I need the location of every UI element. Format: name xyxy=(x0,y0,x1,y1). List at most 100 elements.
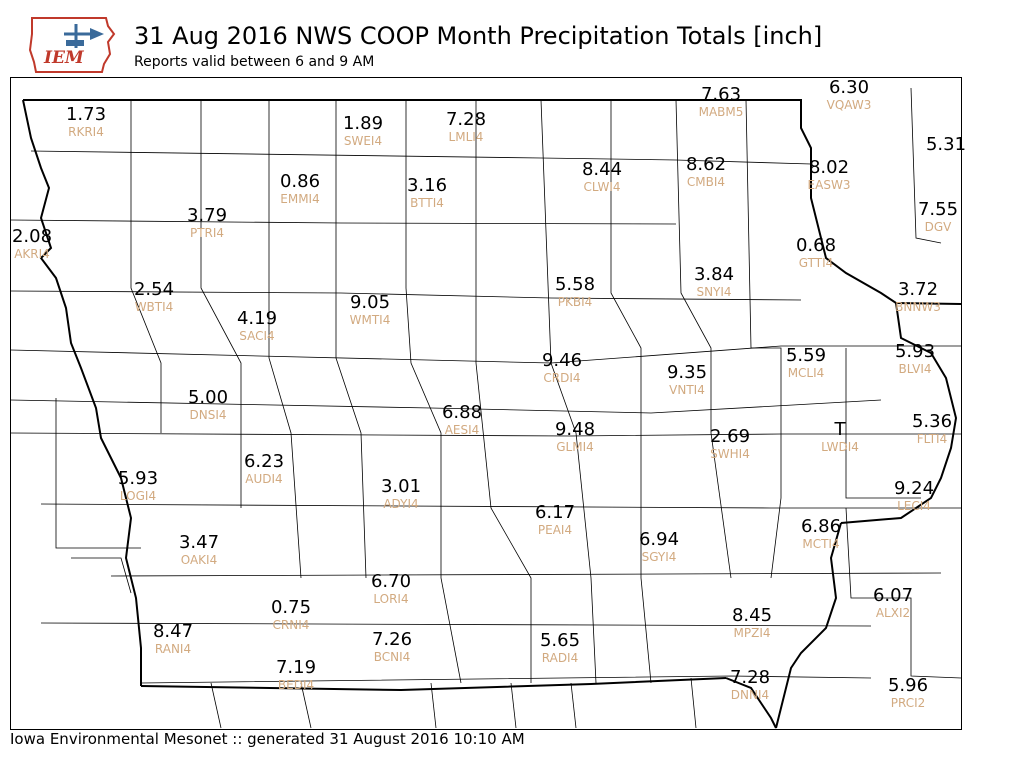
station-value: 1.73 xyxy=(65,104,107,125)
station-swhi4: 2.69 SWHI4 xyxy=(709,426,751,462)
station-id: CMBI4 xyxy=(686,175,726,189)
station-value: 5.93 xyxy=(117,468,159,489)
station-mcti4: 6.86 MCTI4 xyxy=(801,517,841,552)
station-value: 6.17 xyxy=(534,502,576,523)
station-id: CLWI4 xyxy=(583,180,621,194)
station-id: DNNI4 xyxy=(730,688,770,702)
station-wbti4: 2.54 WBTI4 xyxy=(133,279,175,315)
station-value: 7.28 xyxy=(729,667,771,688)
station-value: 2.08 xyxy=(11,226,53,247)
station-id: SNYI4 xyxy=(696,285,732,299)
station-value: 9.35 xyxy=(666,362,708,383)
station-id: CRDI4 xyxy=(543,371,581,385)
station-value: 5.00 xyxy=(187,387,229,408)
station-id: DGV xyxy=(924,220,952,234)
station-id: GTTI4 xyxy=(798,256,834,270)
station-rkri4: 1.73 RKRI4 xyxy=(65,104,107,140)
station-id: BNNW3 xyxy=(895,300,941,314)
station-value: 2.54 xyxy=(133,279,175,300)
station-value: 8.45 xyxy=(731,605,773,626)
station-mpzi4: 8.45 MPZI4 xyxy=(731,605,773,641)
station-id: ADYI4 xyxy=(383,497,419,511)
station-id: RANI4 xyxy=(154,642,192,656)
station-vqaw3: 6.30 VQAW3 xyxy=(826,77,872,113)
station-leci4: 9.24 LECI4 xyxy=(894,479,934,514)
station-value: 6.23 xyxy=(243,451,285,472)
station-gtti4: 0.68 GTTI4 xyxy=(795,235,837,271)
station-id: PEAI4 xyxy=(537,523,573,537)
station-id: DNSI4 xyxy=(189,408,227,422)
station-id: MPZI4 xyxy=(733,626,771,640)
station-id: PKBI4 xyxy=(557,295,593,309)
station-vnti4: 9.35 VNTI4 xyxy=(666,362,708,398)
station-value: 8.62 xyxy=(685,154,727,175)
station-value: 5.65 xyxy=(539,630,581,651)
station-value: 0.75 xyxy=(270,597,312,618)
station-bcni4: 7.26 BCNI4 xyxy=(372,630,412,665)
station-id: WBTI4 xyxy=(134,300,174,314)
station-id: SWEI4 xyxy=(343,134,383,148)
station-value: 9.48 xyxy=(554,419,596,440)
station-id: LWDI4 xyxy=(821,440,859,454)
station-id: LECI4 xyxy=(897,499,931,513)
station-value: 8.44 xyxy=(581,159,623,180)
station-value: 8.47 xyxy=(152,621,194,642)
station-lmli4: 7.28 LMLI4 xyxy=(445,109,487,145)
station-id: SACI4 xyxy=(239,329,275,343)
station-dnsi4: 5.00 DNSI4 xyxy=(187,387,229,423)
station-id: GLMI4 xyxy=(556,440,594,454)
station-value: 4.19 xyxy=(236,308,278,329)
station-value: 6.88 xyxy=(441,402,483,423)
station-cmbi4: 8.62 CMBI4 xyxy=(685,154,727,190)
station-value: 1.89 xyxy=(342,113,384,134)
station-value: 3.79 xyxy=(186,205,228,226)
station-value: 9.46 xyxy=(541,350,583,371)
footer-credit: Iowa Environmental Mesonet :: generated … xyxy=(10,730,525,748)
station-mcli4: 5.59 MCLI4 xyxy=(786,346,826,381)
station-id: CRNI4 xyxy=(272,618,310,632)
station-id: PRCI2 xyxy=(890,696,926,710)
station-audi4: 6.23 AUDI4 xyxy=(243,451,285,487)
station-id: PTRI4 xyxy=(189,226,225,240)
station-id: MCLI4 xyxy=(787,366,825,380)
map-subtitle: Reports valid between 6 and 9 AM xyxy=(134,54,375,70)
station-akri4: 2.08 AKRI4 xyxy=(11,226,53,262)
station-value: T xyxy=(834,419,846,440)
station-id: MABM5 xyxy=(698,105,744,119)
station-value: 0.86 xyxy=(279,171,321,192)
iem-logo xyxy=(28,14,116,74)
station-value: 3.84 xyxy=(693,264,735,285)
station-value: 7.55 xyxy=(917,199,959,220)
map-title: 31 Aug 2016 NWS COOP Month Precipitation… xyxy=(134,22,823,50)
station-id: LOGI4 xyxy=(119,489,157,503)
station-id: VQAW3 xyxy=(826,98,872,112)
station-radi4: 5.65 RADI4 xyxy=(539,630,581,666)
station-mabm5: 7.63 MABM5 xyxy=(698,85,744,120)
station-logi4: 5.93 LOGI4 xyxy=(117,468,159,504)
station-value: 7.28 xyxy=(445,109,487,130)
station-value: 3.47 xyxy=(178,532,220,553)
station-id: AESI4 xyxy=(444,423,480,437)
station-value: 6.70 xyxy=(370,571,412,592)
station-wmti4: 9.05 WMTI4 xyxy=(350,293,391,328)
county-boundaries xyxy=(11,87,961,729)
station-id: RKRI4 xyxy=(68,125,104,139)
station-oaki4: 3.47 OAKI4 xyxy=(178,532,220,568)
iowa-outline-icon xyxy=(28,17,116,73)
station-id: SWHI4 xyxy=(710,447,750,461)
station-id: AUDI4 xyxy=(245,472,283,486)
station-value: 0.68 xyxy=(795,235,837,256)
station-snyi4: 3.84 SNYI4 xyxy=(693,264,735,300)
station-value: 6.94 xyxy=(638,529,680,550)
station-id: EASW3 xyxy=(807,178,851,192)
station-id: MCTI4 xyxy=(802,537,840,551)
station-value: 5.58 xyxy=(554,274,596,295)
station-id: BLVI4 xyxy=(898,362,932,376)
station-peai4: 6.17 PEAI4 xyxy=(534,502,576,538)
station-value: 6.30 xyxy=(828,77,870,98)
station-value: 3.01 xyxy=(380,476,422,497)
logo-text: IEM xyxy=(44,48,84,68)
station-ptri4: 3.79 PTRI4 xyxy=(186,205,228,241)
station-btti4: 3.16 BTTI4 xyxy=(407,176,447,211)
station-value: 2.69 xyxy=(709,426,751,447)
